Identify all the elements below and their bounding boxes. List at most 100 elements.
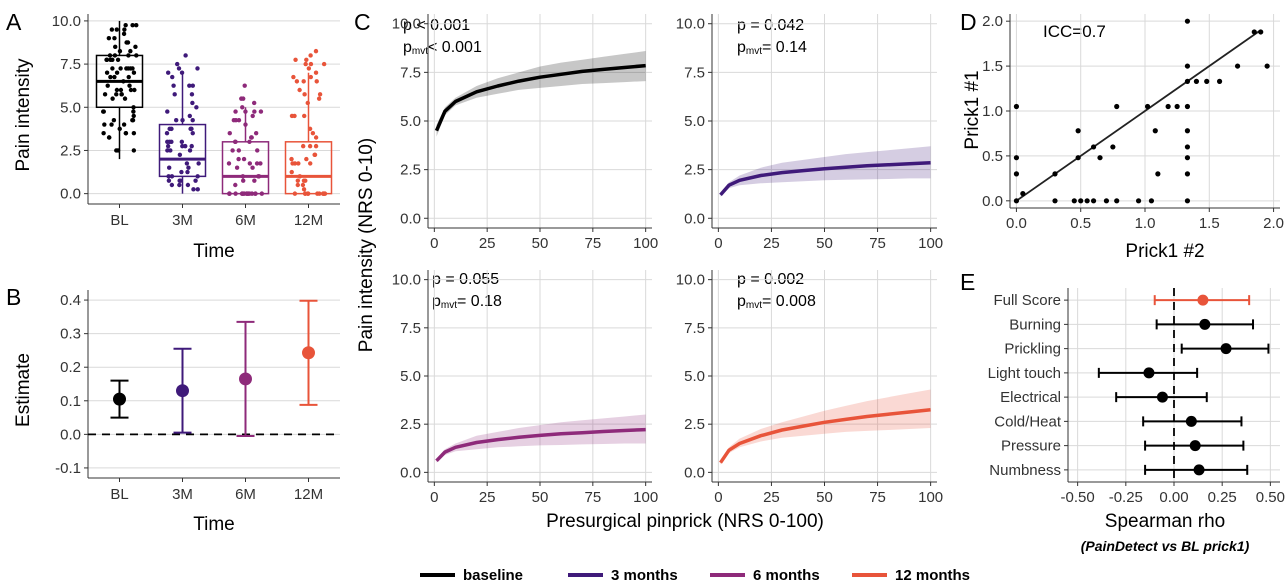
c-pmvt-value-4: = 0.008	[762, 293, 816, 310]
d-point	[1264, 63, 1270, 69]
a-point	[252, 178, 257, 183]
a-box-3M	[158, 123, 207, 178]
a-point	[230, 148, 235, 153]
a-point	[185, 169, 190, 175]
b-xlabel: Time	[193, 514, 235, 535]
a-point	[297, 87, 302, 93]
c1-ytick-label: 2.5	[400, 162, 421, 179]
c1-curve	[434, 63, 646, 132]
a-point	[304, 156, 309, 162]
d-point	[1052, 198, 1058, 204]
a-point	[121, 122, 127, 127]
c4-ci-band	[720, 389, 931, 465]
a-point	[306, 66, 312, 71]
c4-xtick-label: 50	[816, 489, 833, 506]
a-point	[302, 113, 307, 119]
e-row-label: Numbness	[989, 462, 1061, 479]
c2-xtick-label: 50	[816, 235, 833, 252]
d-point	[1013, 103, 1020, 110]
a-point	[236, 148, 242, 153]
d-ytick-label: 2.0	[982, 13, 1003, 30]
a-point	[107, 135, 112, 140]
e-estimate	[1156, 391, 1168, 403]
a-point	[111, 118, 117, 123]
a-point	[189, 143, 194, 149]
e-row-label: Prickling	[1004, 341, 1061, 358]
e-row-label: Full Score	[993, 292, 1061, 309]
a-point	[295, 178, 301, 183]
d-point	[1155, 171, 1161, 177]
a-box-12M	[284, 141, 333, 195]
a-point	[241, 178, 246, 183]
a-point	[121, 79, 126, 84]
d-ytick-label: 1.5	[982, 58, 1003, 75]
a-point	[313, 70, 319, 75]
d-point	[1184, 171, 1191, 177]
a-point	[301, 187, 307, 192]
b-xtick-label: 12M	[294, 486, 323, 503]
c4-ytick-label: 7.5	[684, 320, 705, 337]
a-ytick-label: 7.5	[60, 56, 81, 73]
a-ytick-label: 0.0	[60, 186, 81, 203]
legend-label-baseline: baseline	[463, 567, 523, 584]
c-pmvt-3: pmvt= 0.18	[432, 293, 502, 311]
a-point	[165, 70, 171, 75]
e-estimate	[1193, 464, 1205, 476]
d-xtick-label: 2.0	[1263, 215, 1284, 232]
e-xtick-label: 0.00	[1159, 489, 1188, 506]
a-point	[241, 156, 247, 162]
a-point	[305, 100, 310, 106]
c2-xtick-label: 0	[714, 235, 722, 252]
e-xtick-label: 0.25	[1208, 489, 1237, 506]
a-point	[175, 61, 180, 67]
a-point	[303, 61, 308, 67]
a-point	[125, 40, 131, 45]
c2-ytick-label: 10.0	[676, 16, 705, 33]
d-point	[1097, 155, 1103, 161]
a-point	[128, 87, 134, 93]
a-point	[109, 27, 115, 32]
a-point	[302, 191, 308, 196]
d-point	[1184, 144, 1191, 150]
a-point	[131, 113, 136, 119]
d-point	[1174, 103, 1180, 110]
d-point	[1216, 78, 1223, 84]
a-point	[128, 66, 133, 71]
a-point	[113, 44, 118, 50]
c1-xtick-label: 100	[633, 235, 658, 252]
a-point	[255, 148, 260, 153]
d-point	[1184, 155, 1191, 161]
a-box-6M	[221, 141, 270, 195]
a-point	[233, 109, 238, 114]
d-xlabel: Prick1 #2	[1125, 241, 1204, 262]
c4-ytick-label: 0.0	[684, 464, 705, 481]
a-point	[114, 92, 119, 97]
b-estimate-12M	[302, 346, 315, 360]
a-point	[190, 118, 195, 123]
d-xtick-label: 0.0	[1006, 215, 1027, 232]
c3-ytick-label: 10.0	[392, 272, 421, 289]
c2-xtick-label: 75	[869, 235, 886, 252]
d-point	[1078, 198, 1084, 204]
a-point	[126, 74, 131, 80]
a-point	[231, 118, 237, 123]
a-point	[115, 57, 121, 62]
a-point	[236, 118, 242, 123]
a-point	[190, 130, 195, 136]
a-point	[316, 96, 322, 101]
c1-xtick-label: 25	[479, 235, 496, 252]
c4-xtick-label: 100	[918, 489, 943, 506]
d-point	[1013, 155, 1020, 161]
d-ytick-label: 1.0	[982, 103, 1003, 120]
a-point	[104, 57, 110, 62]
panel-a-boxplot: 0.0 2.5 5.0 7.5 10.0 BL 3M 6M 12M	[52, 13, 340, 229]
c4-xtick-label: 75	[869, 489, 886, 506]
a-point	[105, 83, 110, 88]
a-point	[259, 191, 265, 196]
d-point	[1114, 103, 1120, 110]
c3-ci-band	[436, 414, 646, 463]
a-point	[114, 27, 119, 32]
a-point	[101, 130, 106, 136]
legend-label-12m: 12 months	[895, 567, 970, 584]
d-ylabel: Prick1 #1	[962, 70, 983, 149]
